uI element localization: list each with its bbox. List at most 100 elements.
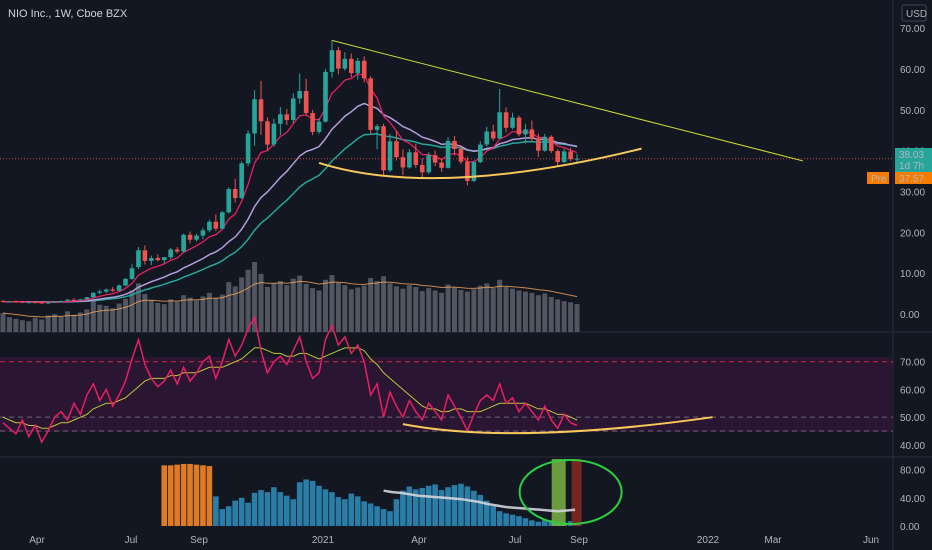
oscillator-bar [535, 521, 542, 526]
volume-bar [548, 297, 554, 332]
oscillator-bar [419, 487, 426, 526]
rsi-cup-curve [402, 416, 713, 435]
candle-body [91, 292, 96, 298]
time-axis-label: Apr [411, 535, 427, 546]
candle-body [529, 129, 535, 139]
volume-bar [13, 318, 19, 332]
price-tick-label: 20.00 [900, 228, 925, 239]
volume-bar [477, 285, 483, 332]
oscillator-bar [251, 492, 258, 526]
oscillator-tick-label: 40.00 [900, 494, 925, 505]
candle-body [232, 189, 238, 199]
volume-bar [329, 275, 335, 332]
candle-body [465, 161, 470, 181]
price-pane [0, 39, 893, 332]
candle-body [116, 285, 122, 291]
volume-bar [413, 286, 419, 332]
oscillator-bar [458, 483, 464, 526]
oscillator-bar [529, 520, 535, 526]
candle-body [58, 300, 64, 302]
currency-badge[interactable] [901, 4, 927, 22]
volume-bar [19, 320, 25, 332]
volume-bar [355, 287, 361, 332]
oscillator-bar [213, 496, 219, 526]
oscillator-bar [413, 489, 419, 526]
candle-body [542, 136, 548, 151]
candle-body [71, 299, 77, 301]
time-axis-label: Jul [125, 535, 138, 546]
oscillator-pane [161, 459, 623, 526]
candle-body [561, 151, 567, 163]
candle-body [149, 258, 154, 261]
time-axis-label: Mar [764, 535, 782, 546]
volume-bar [45, 315, 51, 332]
oscillator-bar [335, 497, 342, 526]
volume-bar [297, 275, 303, 332]
candle-body [400, 157, 406, 168]
candle-body [194, 235, 199, 240]
oscillator-bar [180, 463, 187, 526]
volume-bar [303, 283, 309, 332]
volume-bar [142, 294, 148, 332]
oscillator-bar [374, 506, 380, 526]
volume-bar [239, 277, 245, 332]
volume-bar [497, 279, 503, 332]
candle-body [32, 302, 38, 304]
last-price-tag [895, 148, 932, 172]
candle-body [271, 123, 277, 145]
pre-label: Pre [871, 174, 887, 185]
volume-bar [452, 287, 457, 332]
oscillator-tick-label: 80.00 [900, 466, 925, 477]
volume-bar [110, 308, 116, 332]
volume-bar [555, 299, 561, 332]
oscillator-bar [496, 511, 503, 526]
highlight-ellipse [518, 459, 623, 525]
volume-bar [39, 319, 45, 332]
price-tick-label: 60.00 [900, 65, 925, 76]
candle-body [226, 189, 232, 213]
candle-body [574, 158, 580, 160]
rsi-tick-label: 40.00 [900, 441, 925, 452]
countdown-value: 1d 7h [899, 161, 924, 172]
candle-body [265, 121, 270, 145]
volume-bar [374, 280, 380, 332]
volume-bar [529, 292, 535, 332]
candle-body [161, 257, 167, 261]
oscillator-bar [309, 480, 316, 526]
candle-body [316, 121, 322, 132]
candle-body [419, 164, 425, 173]
oscillator-bar [271, 487, 277, 526]
last-price-value: 38.03 [899, 150, 924, 161]
volume-bar [342, 285, 348, 332]
candle-body [129, 268, 135, 279]
volume-bar [129, 290, 135, 332]
oscillator-bar [471, 490, 477, 526]
candle-body [413, 152, 419, 165]
rsi-line [2, 315, 578, 444]
candle-body [284, 114, 290, 121]
oscillator-tick-label: 0.00 [900, 522, 920, 533]
volume-bar [458, 289, 464, 332]
candle-body [200, 230, 206, 236]
candle-body [523, 129, 528, 135]
oscillator-bar [387, 511, 393, 526]
oscillator-bar [174, 464, 180, 526]
candle-body [7, 301, 12, 303]
candle-body [39, 302, 44, 304]
volume-bar [174, 301, 180, 332]
volume-bar [264, 286, 270, 332]
oscillator-bar [258, 490, 264, 526]
volume-bar [97, 304, 103, 332]
volume-bar [284, 285, 290, 332]
candle-body [155, 258, 161, 261]
volume-bar [277, 280, 283, 332]
oscillator-bar [161, 465, 168, 526]
candle-body [258, 99, 264, 122]
oscillator-bar [438, 490, 445, 526]
candle-body [45, 302, 51, 304]
candle-body [355, 60, 361, 74]
volume-bar [200, 296, 206, 332]
oscillator-bar [451, 485, 458, 526]
